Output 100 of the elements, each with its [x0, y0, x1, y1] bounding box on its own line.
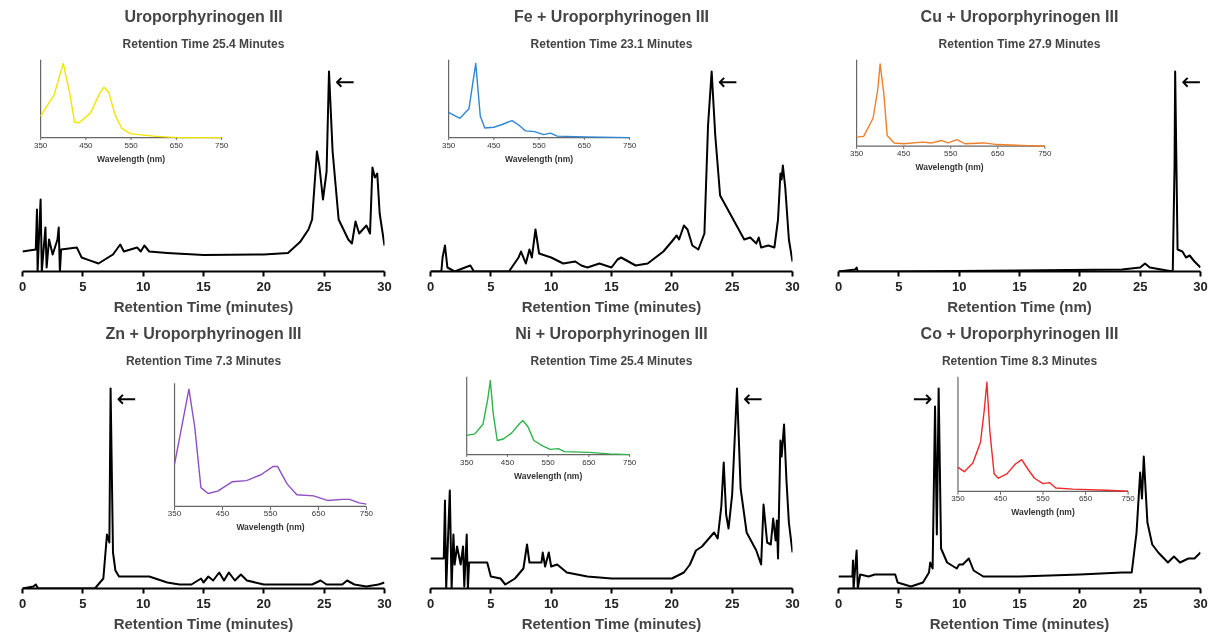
annotation: →: [912, 384, 933, 413]
x-tick-label: 25: [1132, 278, 1148, 294]
x-tick-label: 5: [487, 278, 495, 294]
x-tick-label: 0: [834, 278, 843, 294]
x-tick-label: 15: [604, 595, 619, 611]
x-axis-title: Wavelength (nm): [236, 522, 305, 533]
x-tick-label: 550: [944, 149, 958, 159]
x-tick-label: 30: [785, 595, 800, 611]
annotation: ←: [717, 67, 738, 96]
x-tick-label: 750: [622, 457, 637, 467]
x-tick-label: 20: [664, 278, 680, 294]
x-tick-label: 0: [834, 595, 843, 611]
x-tick-label: 650: [577, 140, 592, 150]
x-axis-title: Retention Time (nm): [947, 297, 1092, 315]
annotation: ←: [116, 384, 137, 413]
x-tick-label: 450: [500, 457, 515, 467]
x-tick-label: 0: [426, 278, 435, 294]
x-tick-label: 5: [895, 278, 903, 294]
annotation: ←: [742, 384, 764, 413]
x-tick-label: 450: [993, 494, 1008, 504]
x-tick-label: 15: [1012, 278, 1027, 294]
chart-title: Zn + Uroporphyrinogen III: [105, 324, 302, 342]
x-tick-label: 25: [724, 278, 740, 294]
x-tick-label: 30: [1193, 595, 1208, 611]
chart-subtitle: Retention Time 7.3 Minutes: [125, 353, 282, 368]
chart-subtitle: Retention Time 23.1 Minutes: [530, 36, 693, 51]
x-tick-label: 5: [79, 278, 87, 294]
x-tick-label: 10: [951, 595, 967, 611]
x-tick-label: 20: [1072, 595, 1088, 611]
x-tick-label: 15: [1012, 595, 1027, 611]
x-tick-label: 350: [33, 140, 48, 150]
x-tick-label: 750: [1121, 494, 1136, 504]
x-tick-label: 450: [215, 509, 230, 519]
x-tick-label: 30: [785, 278, 800, 294]
x-tick-label: 550: [124, 140, 139, 150]
x-tick-label: 30: [377, 595, 392, 611]
x-tick-label: 10: [543, 278, 559, 294]
x-tick-label: 25: [316, 595, 332, 611]
chart-subtitle: Retention Time 8.3 Minutes: [941, 353, 1098, 368]
chart-subtitle: Retention Time 25.4 Minutes: [122, 36, 285, 51]
x-tick-label: 550: [1036, 494, 1051, 504]
x-tick-label: 25: [724, 595, 740, 611]
annotation: ←: [334, 67, 356, 96]
x-axis-title: Retention Time (minutes): [521, 297, 702, 315]
chart-title: Ni + Uroporphyrinogen III: [515, 324, 708, 342]
x-tick-label: 450: [487, 140, 502, 150]
x-tick-label: 20: [256, 278, 272, 294]
x-tick-label: 650: [311, 509, 326, 519]
x-tick-label: 15: [604, 278, 619, 294]
x-tick-label: 0: [18, 278, 27, 294]
x-tick-label: 20: [664, 595, 680, 611]
x-tick-label: 750: [214, 140, 229, 150]
x-tick-label: 20: [256, 595, 272, 611]
chart-title: Uroporphyrinogen III: [124, 7, 283, 25]
x-tick-label: 25: [316, 278, 332, 294]
x-tick-label: 350: [849, 149, 864, 159]
x-tick-label: 10: [543, 595, 559, 611]
x-tick-label: 350: [441, 140, 456, 150]
x-axis-title: Wavelength (nm): [505, 153, 574, 164]
x-tick-label: 0: [426, 595, 435, 611]
x-tick-label: 350: [460, 457, 474, 467]
x-tick-label: 10: [951, 278, 967, 294]
x-tick-label: 350: [951, 494, 966, 504]
x-axis-title: Retention Time (minutes): [521, 614, 702, 632]
chart-title: Cu + Uroporphyrinogen III: [920, 7, 1119, 25]
x-tick-label: 650: [582, 457, 597, 467]
x-axis-title: Wavlength (nm): [1011, 507, 1075, 518]
x-tick-label: 10: [135, 278, 151, 294]
x-tick-label: 750: [622, 140, 637, 150]
x-tick-label: 450: [896, 149, 911, 159]
chart-subtitle: Retention Time 27.9 Minutes: [938, 36, 1101, 51]
x-tick-label: 0: [18, 595, 27, 611]
x-tick-label: 450: [79, 140, 94, 150]
x-tick-label: 350: [167, 509, 182, 519]
x-tick-label: 750: [1038, 149, 1053, 159]
chart-subtitle: Retention Time 25.4 Minutes: [530, 353, 693, 368]
chart-title: Co + Uroporphyrinogen III: [920, 324, 1119, 342]
x-axis-title: Wavelength (nm): [514, 470, 583, 481]
x-tick-label: 25: [1132, 595, 1148, 611]
x-tick-label: 5: [79, 595, 87, 611]
x-tick-label: 15: [196, 278, 211, 294]
x-tick-label: 20: [1072, 278, 1088, 294]
x-tick-label: 5: [487, 595, 495, 611]
x-tick-label: 550: [541, 457, 556, 467]
x-tick-label: 650: [169, 140, 184, 150]
x-tick-label: 750: [359, 509, 374, 519]
x-axis-title: Retention Time (minutes): [929, 614, 1110, 632]
x-tick-label: 650: [991, 149, 1005, 159]
x-tick-label: 5: [895, 595, 903, 611]
x-axis-title: Retention Time (minutes): [113, 297, 294, 315]
x-tick-label: 550: [263, 509, 278, 519]
x-tick-label: 550: [532, 140, 547, 150]
x-axis-title: Wavelength (nm): [97, 153, 166, 164]
x-tick-label: 30: [1193, 278, 1208, 294]
chart-title: Fe + Uroporphyrinogen III: [513, 7, 710, 25]
x-tick-label: 15: [196, 595, 211, 611]
x-tick-label: 10: [135, 595, 151, 611]
x-axis-title: Wavelength (nm): [915, 162, 984, 173]
x-tick-label: 650: [1078, 494, 1093, 504]
annotation: ←: [1181, 67, 1202, 96]
